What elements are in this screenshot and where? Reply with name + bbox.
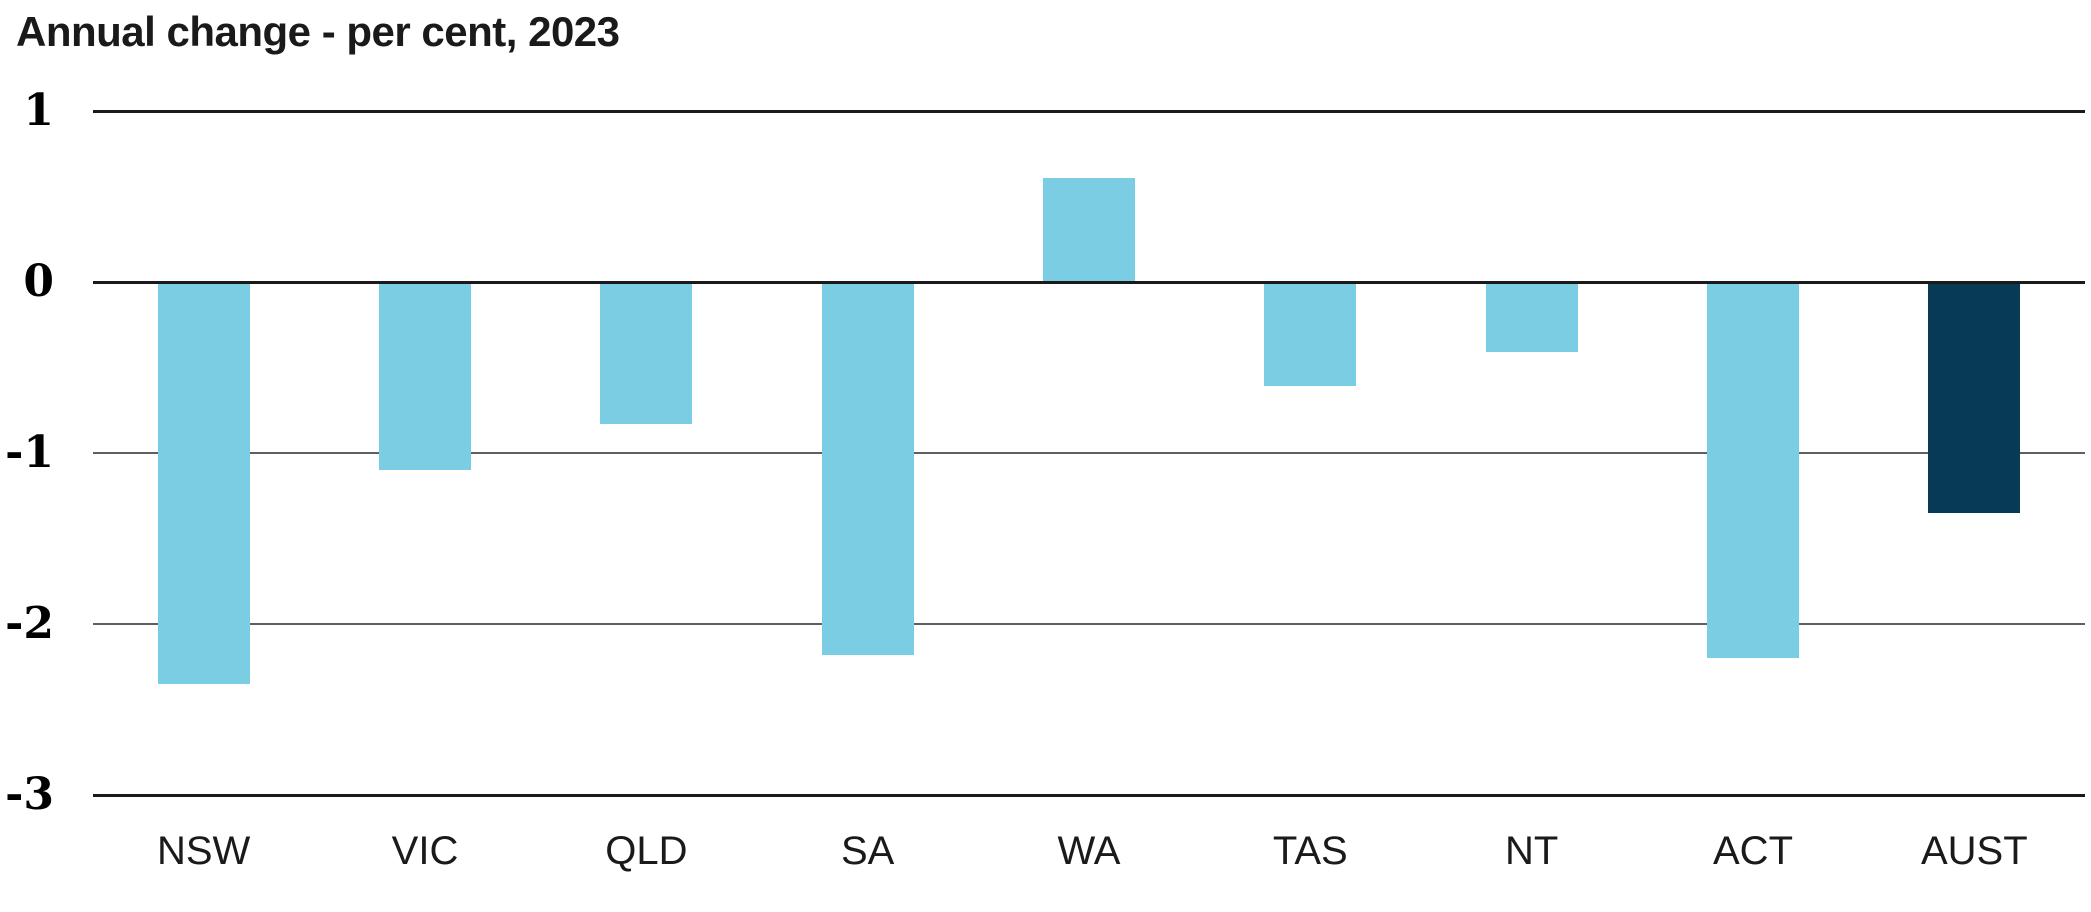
- gridline-y--3: [93, 793, 2085, 797]
- y-tick-label: -1: [5, 427, 54, 478]
- bar-aust: [1928, 282, 2021, 513]
- x-tick-label-act: ACT: [1713, 829, 1793, 873]
- x-tick-label-qld: QLD: [605, 829, 688, 873]
- x-tick-label-nsw: NSW: [156, 829, 251, 873]
- y-tick-label: -2: [5, 598, 54, 649]
- chart-title: Annual change - per cent, 2023: [16, 8, 620, 55]
- gridline-y-1: [93, 109, 2085, 113]
- y-tick-label: -3: [5, 769, 54, 820]
- bar-vic: [379, 282, 471, 471]
- x-tick-label-sa: SA: [840, 829, 895, 873]
- bar-qld: [600, 282, 693, 424]
- x-tick-label-wa: WA: [1057, 829, 1121, 873]
- x-tick-label-aust: AUST: [1920, 829, 2028, 873]
- x-tick-label-nt: NT: [1504, 829, 1559, 873]
- gridline-y--1: [93, 452, 2085, 454]
- bar-wa: [1043, 177, 1135, 282]
- x-tick-label-tas: TAS: [1272, 829, 1348, 873]
- y-tick-label: 0: [23, 256, 54, 307]
- x-tick-label-vic: VIC: [391, 829, 459, 873]
- gridline-y--2: [93, 623, 2085, 625]
- bar-nsw: [157, 282, 250, 684]
- bar-sa: [821, 282, 914, 655]
- bar-tas: [1264, 282, 1357, 387]
- gridline-y-0: [93, 280, 2085, 284]
- bar-nt: [1485, 282, 1578, 353]
- bar-act: [1707, 282, 1799, 659]
- y-tick-label: 1: [23, 85, 54, 136]
